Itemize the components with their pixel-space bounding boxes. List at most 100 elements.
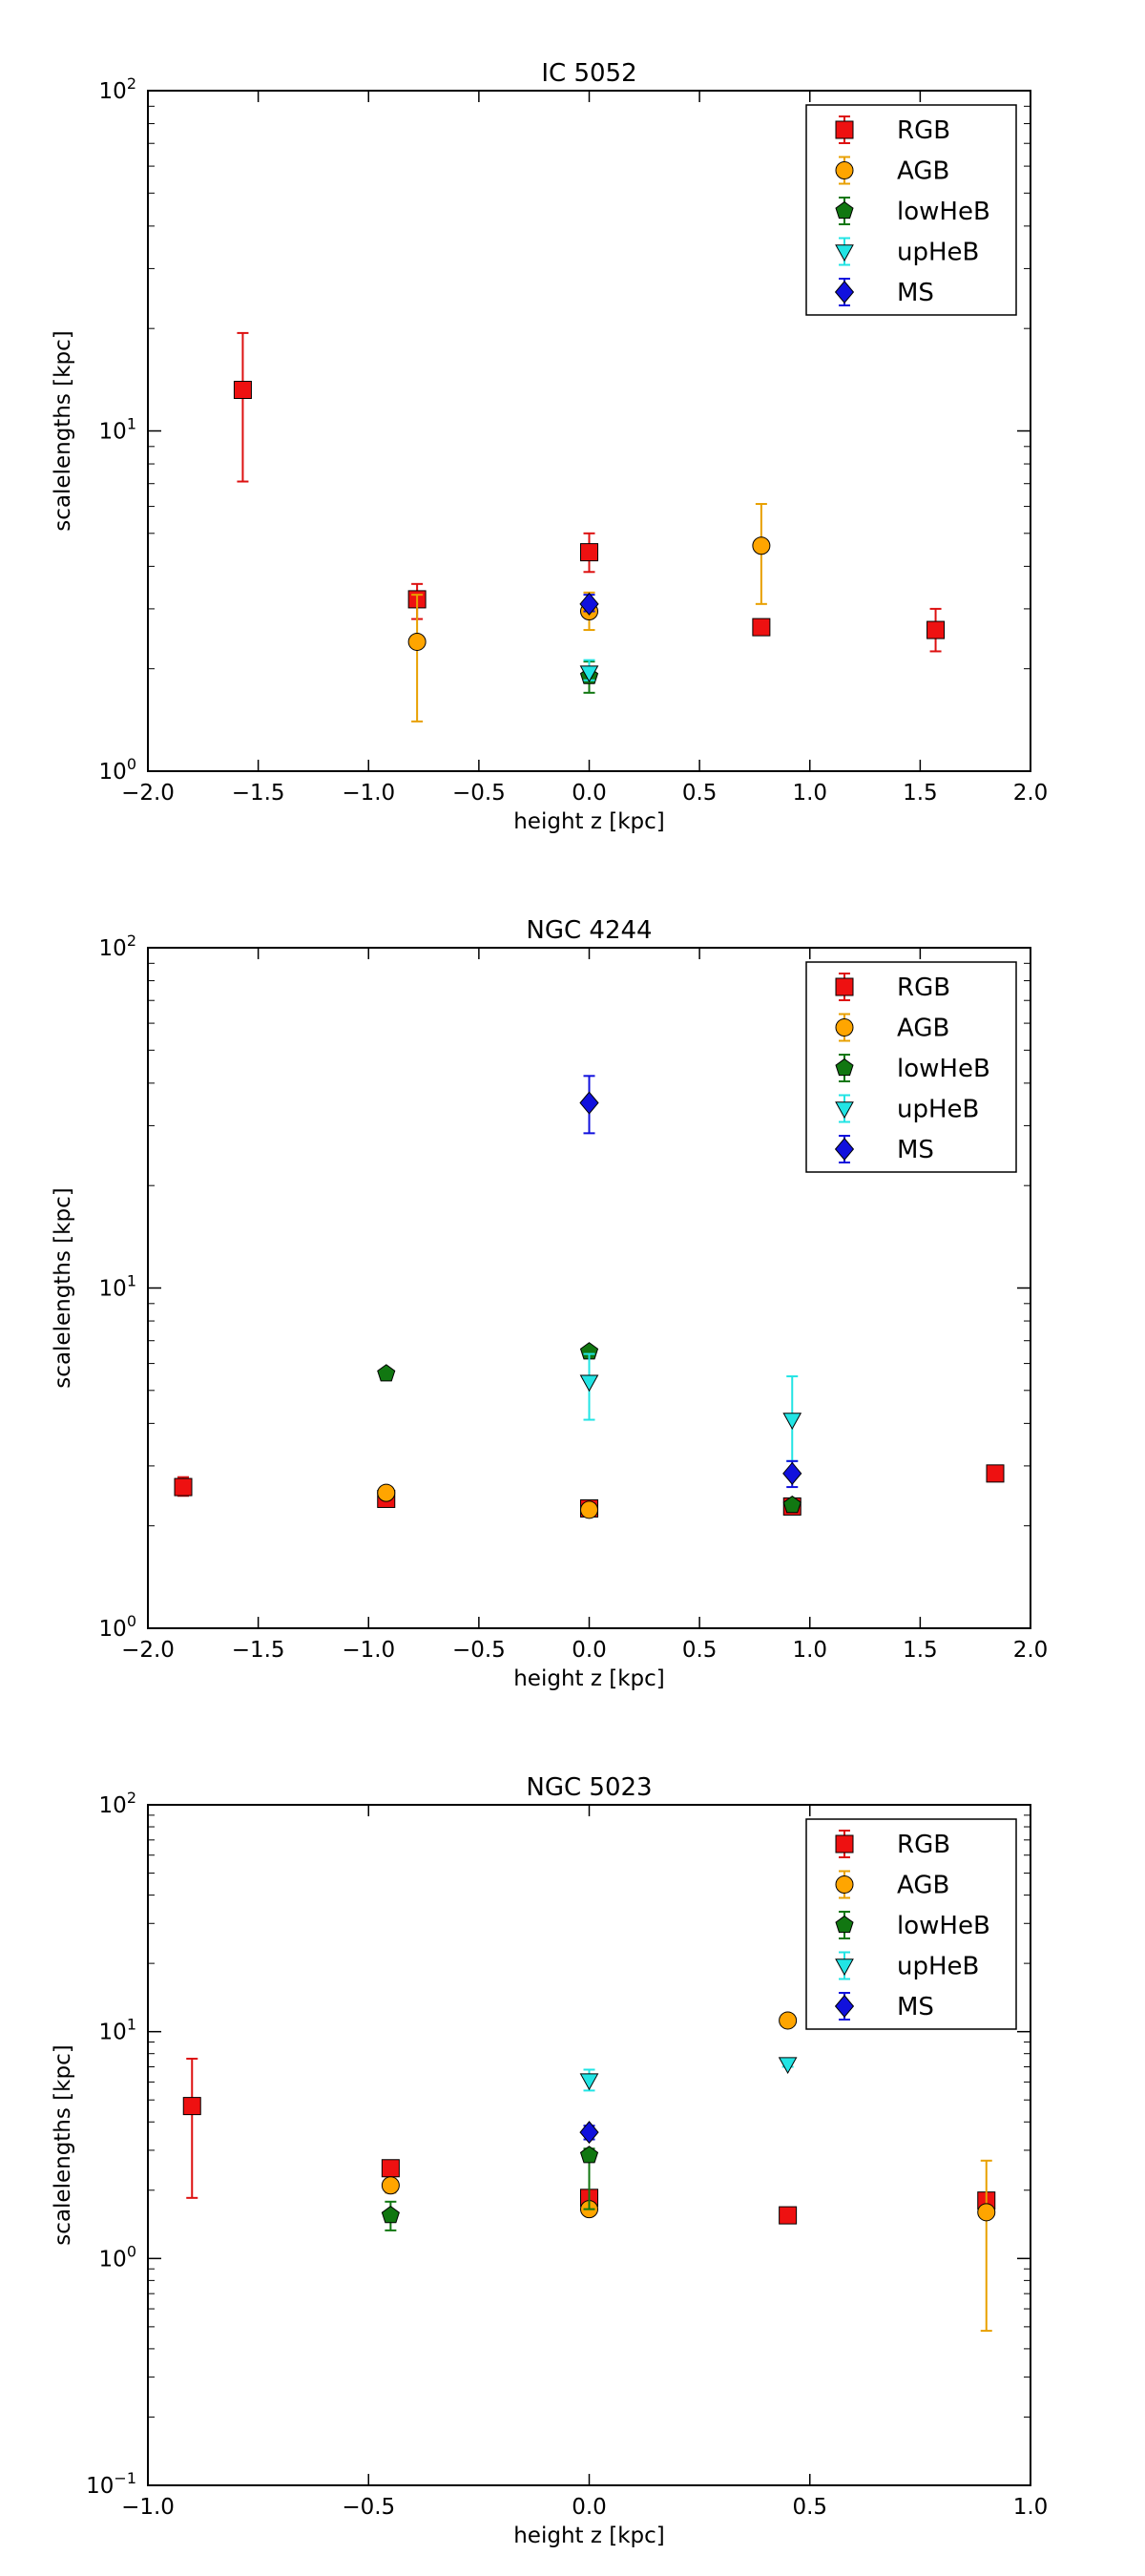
legend-entry-upHeB: upHeB — [835, 1951, 979, 1981]
legend-entry-RGB: RGB — [835, 973, 950, 1002]
data-point-AGB — [381, 2176, 400, 2195]
x-tick-label: 0.0 — [572, 2495, 607, 2520]
legend-label: MS — [897, 1136, 934, 1164]
legend-marker-lowHeB — [835, 1915, 854, 1934]
x-tick-label: 1.0 — [792, 1638, 827, 1663]
legend-label: AGB — [897, 157, 949, 186]
legend-label: RGB — [897, 116, 950, 145]
legend-label: RGB — [897, 1831, 950, 1859]
y-tick-base: 10 — [99, 2021, 127, 2045]
legend-marker-AGB — [835, 1875, 854, 1894]
data-point-AGB — [977, 2203, 996, 2222]
series-upHeB — [579, 659, 599, 683]
x-tick-label: 1.5 — [903, 1638, 938, 1663]
legend-label: lowHeB — [897, 1912, 990, 1940]
legend-label: AGB — [897, 1872, 949, 1900]
x-axis-label: height z [kpc] — [513, 1666, 665, 1691]
y-tick-base: 10 — [99, 79, 127, 104]
legend-label: RGB — [897, 974, 950, 1002]
x-tick-label: −2.0 — [121, 1638, 175, 1663]
x-tick-label: 1.0 — [1013, 2495, 1049, 2520]
legend-marker-upHeB — [835, 1958, 854, 1976]
legend-label: lowHeB — [897, 198, 990, 226]
y-tick-label: 102 — [99, 74, 136, 104]
y-tick-label: 101 — [99, 1272, 136, 1302]
data-point-lowHeB — [579, 2146, 599, 2164]
data-point-RGB — [926, 620, 946, 639]
y-tick-label: 101 — [99, 415, 136, 445]
x-tick-label: −0.5 — [452, 781, 506, 806]
data-point-lowHeB — [377, 1364, 396, 1382]
legend-entry-AGB: AGB — [835, 1013, 949, 1043]
legend-label: upHeB — [897, 1953, 979, 1981]
y-tick-exponent: 2 — [127, 932, 136, 950]
y-tick-label: 10−1 — [86, 2469, 136, 2499]
data-point-upHeB — [579, 1374, 599, 1393]
chart-title: NGC 4244 — [526, 916, 652, 945]
y-tick-exponent: −1 — [114, 2469, 136, 2487]
y-tick-exponent: 1 — [127, 415, 136, 433]
legend-label: upHeB — [897, 1096, 979, 1124]
data-point-AGB — [752, 536, 771, 555]
data-point-upHeB — [778, 2057, 798, 2075]
data-point-AGB — [580, 1500, 598, 1519]
y-tick-base: 10 — [99, 2247, 127, 2272]
legend-marker-upHeB — [835, 1101, 854, 1119]
y-tick-base: 10 — [99, 1277, 127, 1302]
y-tick-exponent: 1 — [127, 2016, 136, 2034]
data-point-RGB — [580, 543, 598, 562]
y-tick-base: 10 — [86, 2474, 114, 2499]
x-tick-label: −0.5 — [342, 2495, 395, 2520]
legend-label: lowHeB — [897, 1055, 990, 1083]
data-point-AGB — [407, 632, 427, 651]
series-lowHeB — [377, 1342, 802, 1514]
y-tick-exponent: 0 — [127, 2242, 136, 2260]
data-point-MS — [579, 1091, 599, 1115]
y-tick-label: 100 — [99, 755, 136, 785]
series-AGB — [377, 1483, 598, 1519]
legend-marker-lowHeB — [835, 200, 854, 220]
y-tick-label: 102 — [99, 1789, 136, 1818]
legend-label: MS — [897, 1993, 934, 2021]
data-point-upHeB — [782, 1413, 802, 1431]
x-tick-label: −0.5 — [452, 1638, 506, 1663]
legend-entry-RGB: RGB — [835, 1830, 950, 1859]
y-tick-base: 10 — [99, 420, 127, 445]
legend-entry-upHeB: upHeB — [835, 237, 979, 267]
y-tick-exponent: 1 — [127, 1272, 136, 1290]
y-tick-base: 10 — [99, 760, 127, 785]
x-tick-label: −1.0 — [121, 2495, 175, 2520]
data-point-RGB — [986, 1464, 1005, 1483]
series-MS — [579, 592, 599, 616]
chart-panel-3: NGC 5023−1.0 −0.5 0.0 0.5 1.010−1100101102he… — [51, 1773, 1048, 2548]
y-tick-exponent: 2 — [127, 74, 136, 93]
x-tick-label: 0.5 — [682, 1638, 718, 1663]
series-upHeB — [579, 1352, 802, 1462]
legend: RGB AGB lowHeB upHeB MS — [805, 1818, 1017, 2030]
y-tick-base: 10 — [99, 1617, 127, 1642]
x-tick-label: 2.0 — [1013, 781, 1049, 806]
y-tick-exponent: 0 — [127, 755, 136, 773]
chart-panel-2: NGC 4244 −2.0 −1.5 −1.0 −0.5 0.0 0.5 1.0 1.5 2.0 1… — [51, 916, 1048, 1691]
y-axis-label: scalelengths [kpc] — [51, 2044, 75, 2245]
data-point-RGB — [779, 2206, 798, 2225]
legend-marker-MS — [834, 1137, 855, 1162]
data-point-lowHeB — [381, 2206, 400, 2224]
series-lowHeB — [381, 2146, 599, 2231]
chart-title: IC 5052 — [541, 59, 636, 88]
y-axis-label: scalelengths [kpc] — [51, 330, 75, 531]
data-point-MS — [579, 592, 599, 616]
legend-marker-lowHeB — [835, 1058, 854, 1077]
x-tick-label: 0.0 — [572, 781, 607, 806]
y-tick-label: 100 — [99, 1612, 136, 1642]
legend-marker-RGB — [835, 977, 854, 996]
y-tick-exponent: 0 — [127, 1612, 136, 1630]
legend-label: AGB — [897, 1015, 949, 1043]
y-axis-label: scalelengths [kpc] — [51, 1187, 75, 1388]
legend-marker-AGB — [835, 1018, 854, 1037]
data-point-RGB — [174, 1477, 193, 1497]
data-point-AGB — [377, 1483, 396, 1502]
data-point-RGB — [752, 618, 771, 637]
x-tick-label: 0.5 — [682, 781, 718, 806]
data-point-RGB — [233, 381, 252, 400]
